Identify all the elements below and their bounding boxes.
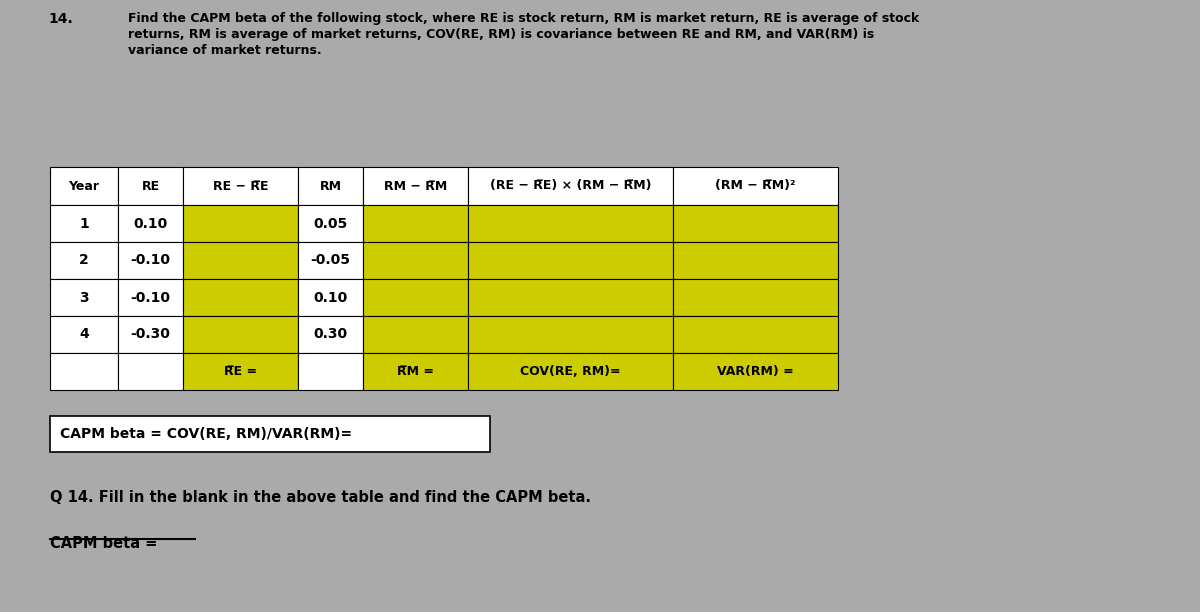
Bar	[673, 205, 838, 242]
Text: COV(RE, RM)=: COV(RE, RM)=	[520, 365, 620, 378]
Bar	[118, 242, 182, 279]
Text: RE: RE	[142, 179, 160, 193]
Bar	[118, 167, 182, 205]
Text: -0.10: -0.10	[131, 291, 170, 305]
Text: RM: RM	[319, 179, 342, 193]
Bar	[182, 316, 298, 353]
Bar	[673, 242, 838, 279]
Bar	[298, 167, 364, 205]
Bar	[50, 242, 118, 279]
Bar	[468, 242, 673, 279]
Bar	[364, 167, 468, 205]
Bar	[364, 205, 468, 242]
Text: variance of market returns.: variance of market returns.	[128, 44, 322, 57]
Text: returns, RM is average of market returns, COV(RE, RM) is covariance between RE a: returns, RM is average of market returns…	[128, 28, 875, 41]
Bar	[298, 242, 364, 279]
Bar	[182, 242, 298, 279]
Text: -0.30: -0.30	[131, 327, 170, 341]
Text: RE − R̅E: RE − R̅E	[212, 179, 269, 193]
Bar	[673, 279, 838, 316]
Bar	[298, 316, 364, 353]
Text: 2: 2	[79, 253, 89, 267]
Bar	[50, 353, 118, 390]
Bar	[118, 279, 182, 316]
Bar	[673, 167, 838, 205]
Text: Find the CAPM beta of the following stock, where RE is stock return, RM is marke: Find the CAPM beta of the following stoc…	[128, 12, 919, 25]
Bar	[468, 279, 673, 316]
Text: Year: Year	[68, 179, 100, 193]
Text: (RE − R̅E) × (RM − R̅M): (RE − R̅E) × (RM − R̅M)	[490, 179, 652, 193]
Text: CAPM beta =: CAPM beta =	[50, 536, 157, 551]
Bar	[50, 279, 118, 316]
Text: R̅E =: R̅E =	[224, 365, 257, 378]
Text: 3: 3	[79, 291, 89, 305]
Bar	[118, 353, 182, 390]
Text: VAR(RM) =: VAR(RM) =	[718, 365, 794, 378]
Bar	[50, 316, 118, 353]
Bar	[50, 167, 118, 205]
Bar	[298, 205, 364, 242]
Text: 4: 4	[79, 327, 89, 341]
Bar	[468, 353, 673, 390]
Bar	[364, 242, 468, 279]
Text: 0.30: 0.30	[313, 327, 348, 341]
Bar	[182, 205, 298, 242]
Text: -0.05: -0.05	[311, 253, 350, 267]
Bar	[50, 416, 490, 452]
Text: 0.10: 0.10	[133, 217, 168, 231]
Text: R̅M =: R̅M =	[397, 365, 434, 378]
Bar	[298, 353, 364, 390]
Text: RM − R̅M: RM − R̅M	[384, 179, 448, 193]
Bar	[50, 205, 118, 242]
Bar	[118, 205, 182, 242]
Bar	[118, 316, 182, 353]
Bar	[182, 167, 298, 205]
Bar	[182, 279, 298, 316]
Text: Q 14. Fill in the blank in the above table and find the CAPM beta.: Q 14. Fill in the blank in the above tab…	[50, 490, 592, 505]
Text: 14.: 14.	[48, 12, 73, 26]
Text: CAPM beta = COV(RE, RM)/VAR(RM)=: CAPM beta = COV(RE, RM)/VAR(RM)=	[60, 427, 352, 441]
Text: (RM − R̅M)²: (RM − R̅M)²	[715, 179, 796, 193]
Text: 0.05: 0.05	[313, 217, 348, 231]
Bar	[673, 353, 838, 390]
Bar	[468, 316, 673, 353]
Bar	[364, 316, 468, 353]
Text: 1: 1	[79, 217, 89, 231]
Bar	[468, 205, 673, 242]
Text: 0.10: 0.10	[313, 291, 348, 305]
Bar	[364, 353, 468, 390]
Text: -0.10: -0.10	[131, 253, 170, 267]
Bar	[364, 279, 468, 316]
Bar	[298, 279, 364, 316]
Bar	[673, 316, 838, 353]
Bar	[182, 353, 298, 390]
Bar	[468, 167, 673, 205]
